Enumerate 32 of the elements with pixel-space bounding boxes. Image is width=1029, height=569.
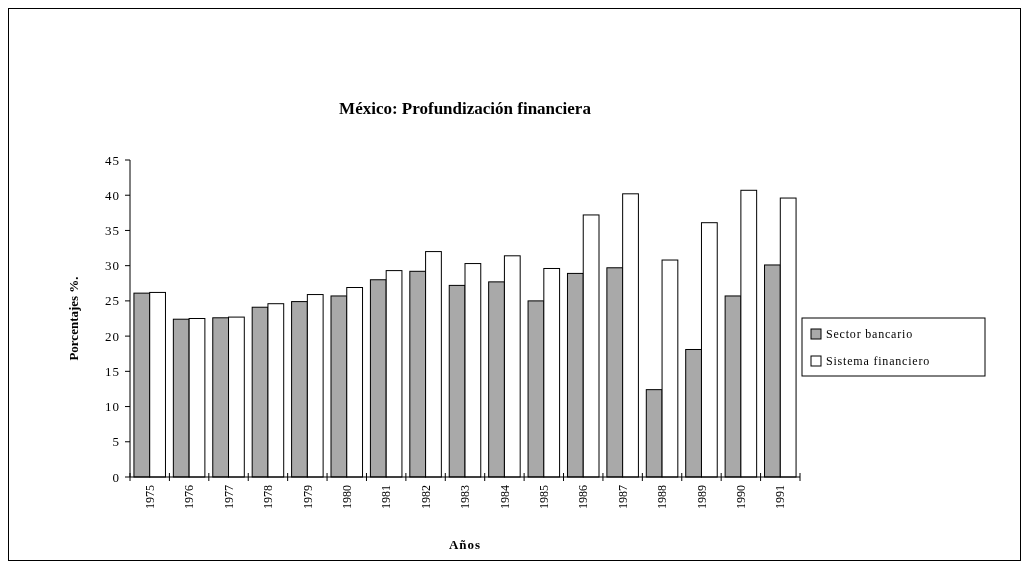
x-tick-label: 1984 — [497, 485, 512, 509]
x-tick-label: 1985 — [537, 485, 552, 509]
y-tick-label: 30 — [105, 258, 120, 274]
x-tick-label: 1990 — [734, 485, 749, 509]
x-tick-label: 1981 — [379, 485, 394, 509]
x-tick-label: 1988 — [655, 485, 670, 509]
x-tick-label: 1979 — [300, 485, 315, 509]
legend-label: Sistema financiero — [826, 354, 931, 369]
x-tick-label: 1978 — [261, 485, 276, 509]
x-tick-label: 1989 — [694, 485, 709, 509]
y-tick-label: 0 — [112, 469, 120, 485]
x-tick-label: 1977 — [221, 485, 236, 509]
y-tick-label: 20 — [105, 328, 120, 344]
x-tick-label: 1976 — [182, 485, 197, 509]
x-tick-label: 1986 — [576, 485, 591, 509]
x-axis-title: Años — [448, 537, 482, 552]
y-tick-label: 10 — [105, 399, 120, 415]
x-tick-label: 1975 — [142, 485, 157, 509]
y-tick-label: 25 — [105, 293, 120, 309]
chart-title: México: Profundización financiera — [339, 99, 592, 118]
x-tick-label: 1987 — [615, 485, 630, 509]
x-tick-label: 1983 — [458, 485, 473, 509]
y-tick-label: 45 — [105, 152, 120, 168]
y-tick-label: 35 — [105, 222, 120, 238]
y-tick-label: 5 — [112, 434, 120, 450]
x-tick-label: 1980 — [339, 485, 354, 509]
x-tick-label: 1991 — [773, 485, 788, 509]
y-tick-label: 40 — [105, 187, 120, 203]
x-tick-label: 1982 — [418, 485, 433, 509]
y-axis-title: Porcentajes %. — [66, 276, 81, 361]
legend-label: Sector bancario — [826, 327, 913, 342]
y-tick-label: 15 — [105, 363, 120, 379]
